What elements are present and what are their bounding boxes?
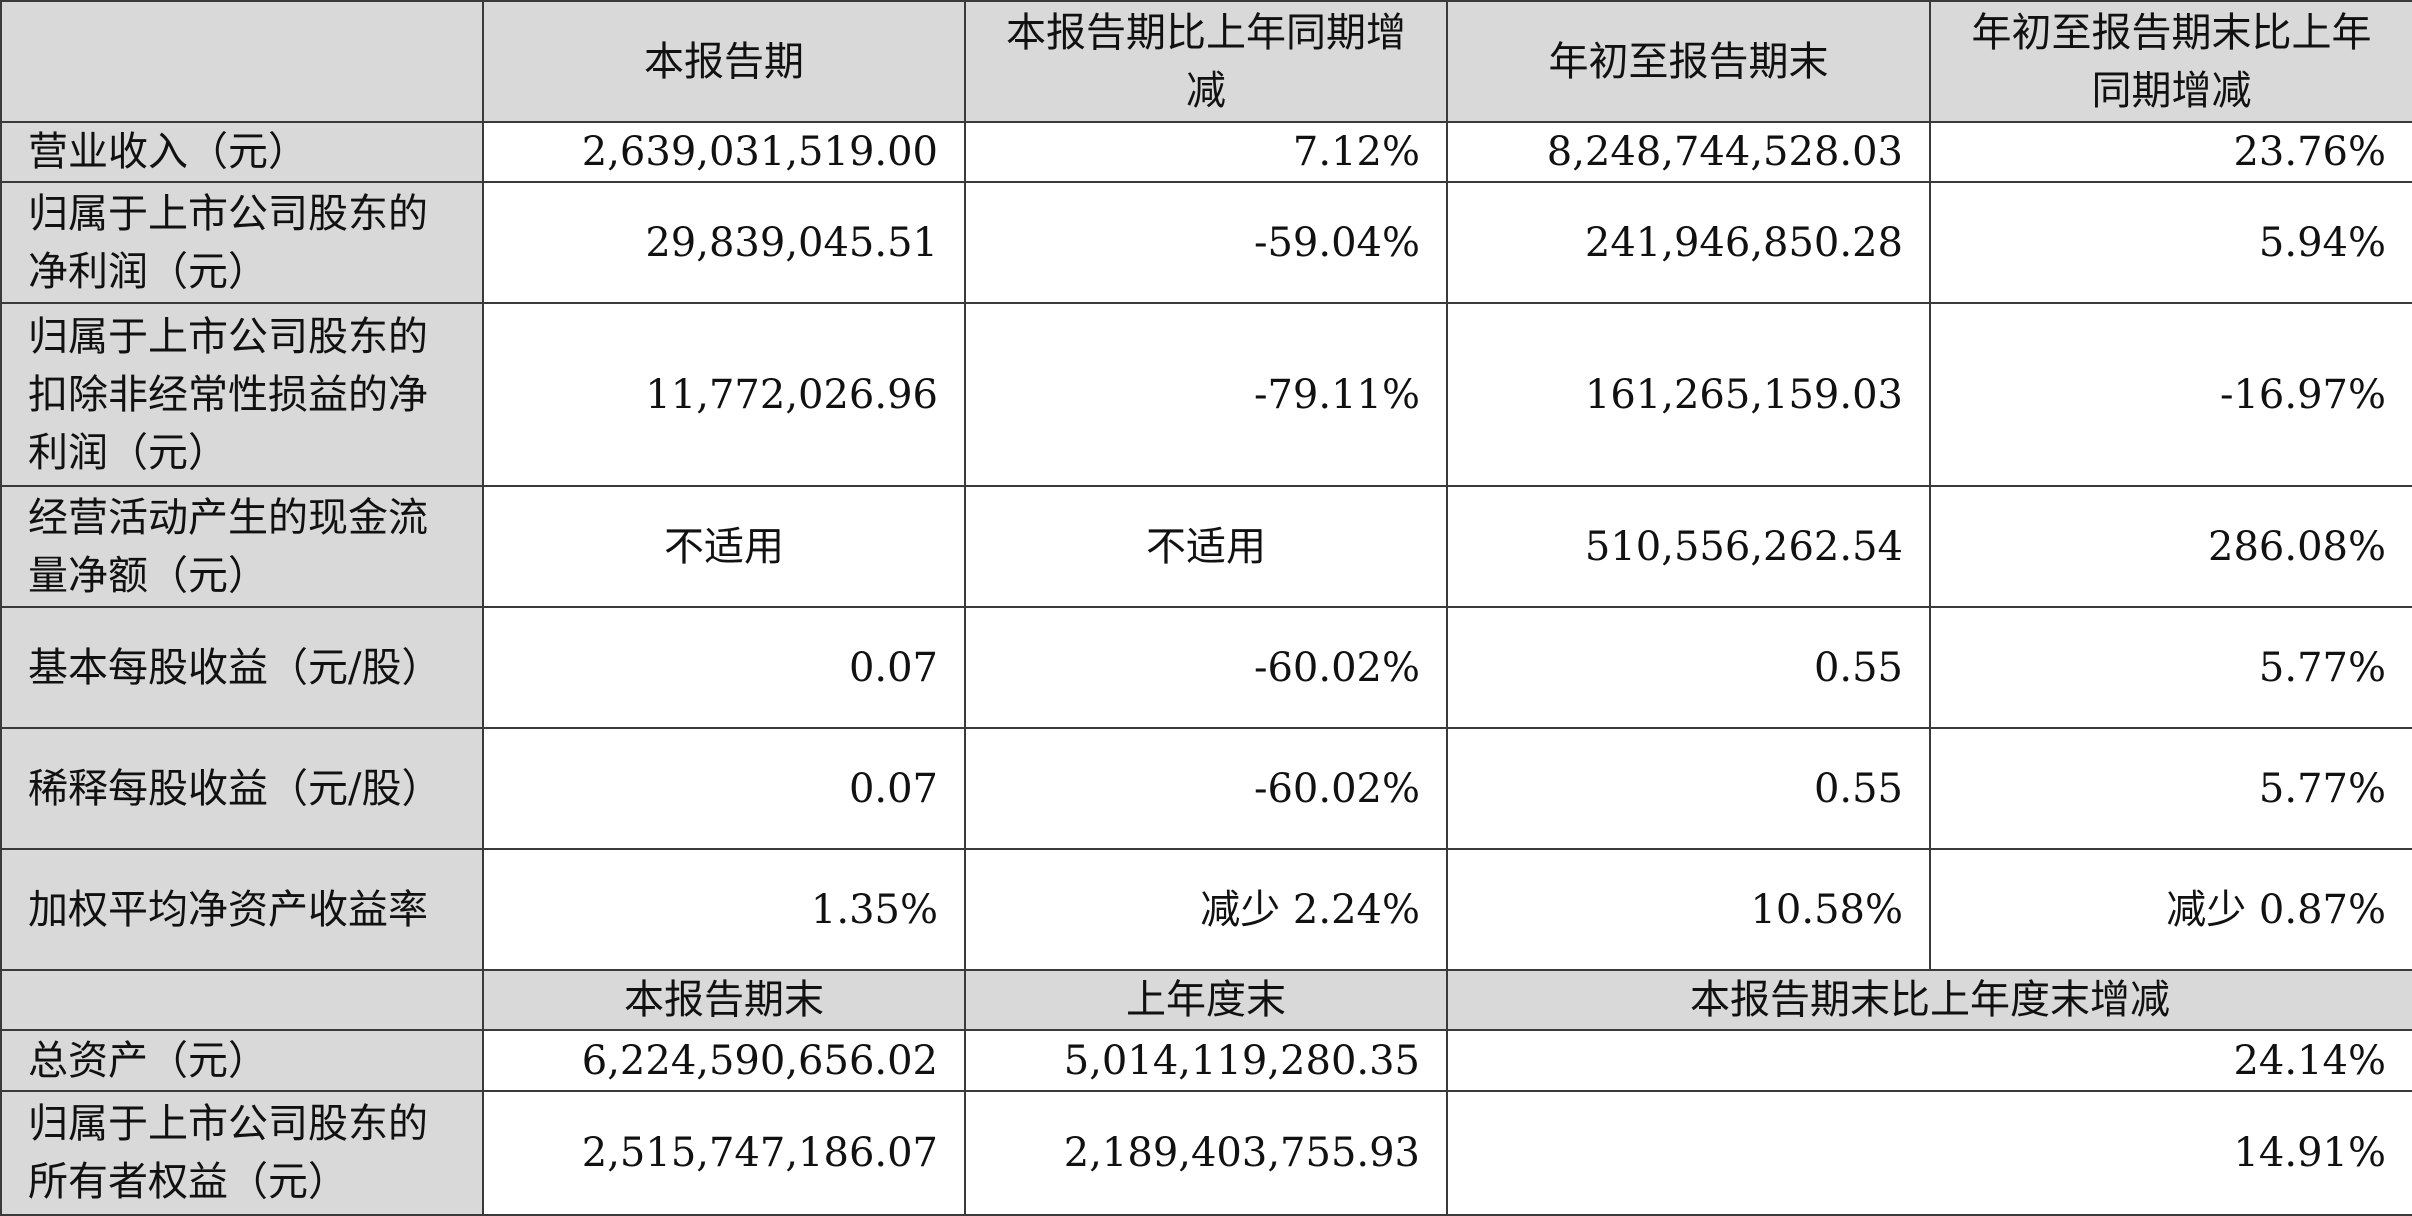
table-row: 营业收入（元） 2,639,031,519.00 7.12% 8,248,744… — [0, 121, 2412, 183]
row-label: 稀释每股收益（元/股） — [0, 727, 484, 850]
table-cell: 24.14% — [1446, 1029, 2412, 1092]
row-label: 营业收入（元） — [0, 121, 484, 183]
table-cell: 2,515,747,186.07 — [482, 1090, 966, 1216]
table-row: 总资产（元） 6,224,590,656.02 5,014,119,280.35… — [0, 1029, 2412, 1092]
header-period-end: 本报告期末 — [482, 969, 966, 1031]
header-prior-year-end: 上年度末 — [964, 969, 1448, 1031]
row-label: 归属于上市公司股东的所有者权益（元） — [0, 1090, 484, 1216]
table-row: 归属于上市公司股东的所有者权益（元） 2,515,747,186.07 2,18… — [0, 1090, 2412, 1216]
header-current-period-yoy-change: 本报告期比上年同期增减 — [964, 0, 1448, 123]
table-cell: -79.11% — [964, 302, 1448, 487]
header-ytd-yoy-change: 年初至报告期末比上年同期增减 — [1929, 0, 2412, 123]
table-row: 归属于上市公司股东的净利润（元） 29,839,045.51 -59.04% 2… — [0, 181, 2412, 304]
table-cell: 7.12% — [964, 121, 1448, 183]
table-cell: 8,248,744,528.03 — [1446, 121, 1931, 183]
table-cell: 5.77% — [1929, 606, 2412, 729]
table-cell: 0.55 — [1446, 606, 1931, 729]
table-cell: 2,639,031,519.00 — [482, 121, 966, 183]
table-cell: 减少 0.87% — [1929, 848, 2412, 971]
table-cell: 6,224,590,656.02 — [482, 1029, 966, 1092]
table-cell: 不适用 — [964, 485, 1448, 608]
row-label: 基本每股收益（元/股） — [0, 606, 484, 729]
table-cell: 23.76% — [1929, 121, 2412, 183]
table-cell: 29,839,045.51 — [482, 181, 966, 304]
header-corner-cell — [0, 969, 484, 1031]
table-row: 加权平均净资产收益率 1.35% 减少 2.24% 10.58% 减少 0.87… — [0, 848, 2412, 971]
row-label: 经营活动产生的现金流量净额（元） — [0, 485, 484, 608]
header-row: 本报告期 本报告期比上年同期增减 年初至报告期末 年初至报告期末比上年同期增减 — [0, 0, 2412, 123]
table-cell: 0.07 — [482, 606, 966, 729]
header-current-period: 本报告期 — [482, 0, 966, 123]
table-cell: 5,014,119,280.35 — [964, 1029, 1448, 1092]
header-row-period-end: 本报告期末 上年度末 本报告期末比上年度末增减 — [0, 969, 2412, 1031]
table-cell: 286.08% — [1929, 485, 2412, 608]
table-row: 稀释每股收益（元/股） 0.07 -60.02% 0.55 5.77% — [0, 727, 2412, 850]
table-cell: 0.07 — [482, 727, 966, 850]
table-cell: 不适用 — [482, 485, 966, 608]
table-cell: -59.04% — [964, 181, 1448, 304]
table-cell: 1.35% — [482, 848, 966, 971]
table-cell: 减少 2.24% — [964, 848, 1448, 971]
table-cell: 510,556,262.54 — [1446, 485, 1931, 608]
table-cell: -60.02% — [964, 727, 1448, 850]
row-label: 归属于上市公司股东的扣除非经常性损益的净利润（元） — [0, 302, 484, 487]
table-cell: 161,265,159.03 — [1446, 302, 1931, 487]
header-corner-cell — [0, 0, 484, 123]
table-row: 基本每股收益（元/股） 0.07 -60.02% 0.55 5.77% — [0, 606, 2412, 729]
table-cell: 10.58% — [1446, 848, 1931, 971]
table-cell: 241,946,850.28 — [1446, 181, 1931, 304]
table-cell: 2,189,403,755.93 — [964, 1090, 1448, 1216]
header-ytd: 年初至报告期末 — [1446, 0, 1931, 123]
header-period-end-vs-prior-year-end: 本报告期末比上年度末增减 — [1446, 969, 2412, 1031]
table-cell: -60.02% — [964, 606, 1448, 729]
table-cell: 0.55 — [1446, 727, 1931, 850]
row-label: 加权平均净资产收益率 — [0, 848, 484, 971]
table-cell: 5.94% — [1929, 181, 2412, 304]
table-cell: -16.97% — [1929, 302, 2412, 487]
table-row: 归属于上市公司股东的扣除非经常性损益的净利润（元） 11,772,026.96 … — [0, 302, 2412, 487]
table-row: 经营活动产生的现金流量净额（元） 不适用 不适用 510,556,262.54 … — [0, 485, 2412, 608]
table-cell: 11,772,026.96 — [482, 302, 966, 487]
table-cell: 5.77% — [1929, 727, 2412, 850]
table-cell: 14.91% — [1446, 1090, 2412, 1216]
row-label: 总资产（元） — [0, 1029, 484, 1092]
row-label: 归属于上市公司股东的净利润（元） — [0, 181, 484, 304]
